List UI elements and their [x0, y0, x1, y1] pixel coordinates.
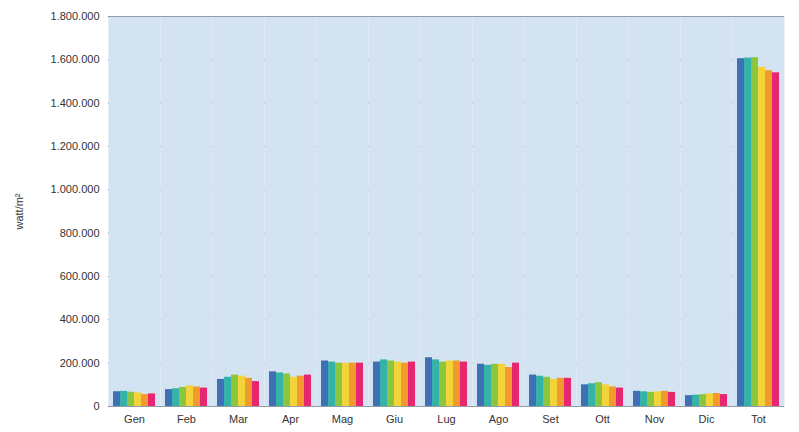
svg-text:Lug: Lug — [437, 413, 455, 425]
svg-text:1.600.000: 1.600.000 — [51, 53, 100, 65]
svg-text:200.000: 200.000 — [60, 357, 100, 369]
svg-text:Ago: Ago — [489, 413, 509, 425]
svg-text:600.000: 600.000 — [60, 270, 100, 282]
svg-text:Set: Set — [542, 413, 559, 425]
svg-text:1.800.000: 1.800.000 — [51, 10, 100, 22]
svg-text:Mar: Mar — [229, 413, 248, 425]
svg-text:800.000: 800.000 — [60, 227, 100, 239]
svg-text:1.200.000: 1.200.000 — [51, 140, 100, 152]
svg-text:1.400.000: 1.400.000 — [51, 97, 100, 109]
svg-text:Feb: Feb — [177, 413, 196, 425]
svg-text:watt/m²: watt/m² — [13, 193, 25, 230]
svg-text:Ott: Ott — [595, 413, 610, 425]
svg-text:Apr: Apr — [282, 413, 299, 425]
svg-text:1.000.000: 1.000.000 — [51, 183, 100, 195]
svg-text:Gen: Gen — [124, 413, 145, 425]
svg-text:Tot: Tot — [751, 413, 766, 425]
svg-text:Mag: Mag — [332, 413, 353, 425]
svg-text:0: 0 — [93, 400, 99, 412]
svg-text:400.000: 400.000 — [60, 313, 100, 325]
svg-text:Nov: Nov — [645, 413, 665, 425]
svg-text:Dic: Dic — [699, 413, 715, 425]
svg-text:Giu: Giu — [386, 413, 403, 425]
